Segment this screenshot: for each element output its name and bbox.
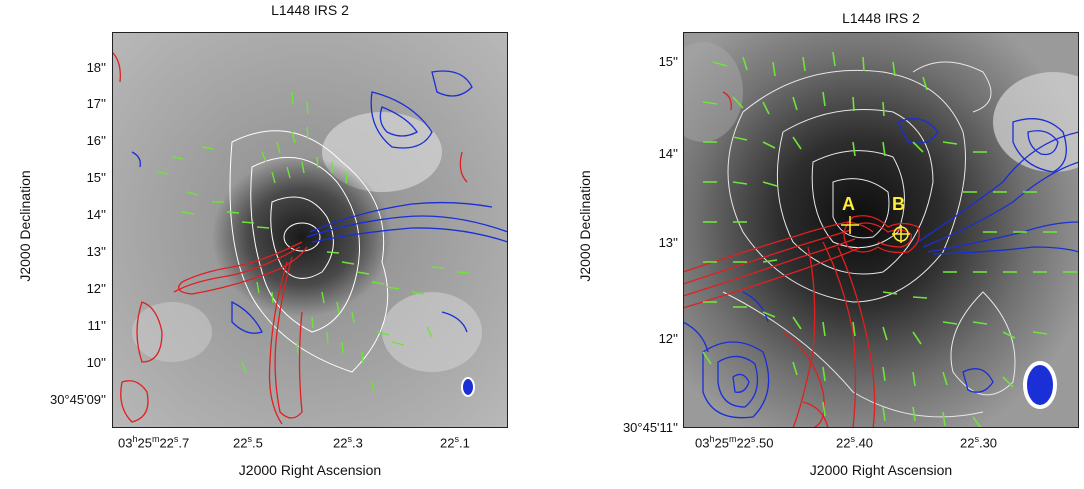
right-red-contours — [683, 91, 920, 428]
left-ytick: 10'' — [86, 355, 106, 370]
left-polarization-vectors — [156, 91, 470, 394]
left-panel-image — [112, 32, 508, 428]
left-ytick: 11'' — [87, 318, 106, 333]
right-stokes-contours — [722, 61, 1016, 418]
left-xtick: 22s.5 — [233, 434, 263, 451]
right-ytick: 12'' — [658, 331, 678, 346]
right-xtick: 03h25m22s.50 — [695, 434, 774, 451]
left-ytick: 14'' — [86, 207, 106, 222]
left-ytick: 15'' — [86, 170, 106, 185]
left-xtick: 22s.1 — [440, 434, 470, 451]
right-ytick: 15'' — [658, 54, 678, 69]
source-markers — [841, 216, 910, 243]
left-panel-title: L1448 IRS 2 — [271, 2, 349, 18]
right-blue-contours — [683, 118, 1079, 419]
right-y-axis-label: J2000 Declination — [577, 170, 593, 282]
right-ytick: 13'' — [658, 235, 678, 250]
left-ytick: 17'' — [86, 96, 106, 111]
left-xtick: 22s.3 — [333, 434, 363, 451]
left-beam — [461, 377, 475, 397]
left-xtick: 03h25m22s.7 — [118, 434, 190, 451]
source-b-label: B — [892, 194, 905, 214]
left-ytick: 13'' — [86, 244, 106, 259]
right-panel-title: L1448 IRS 2 — [842, 10, 920, 26]
right-xtick: 22s.30 — [960, 434, 998, 451]
right-x-axis-label: J2000 Right Ascension — [809, 462, 953, 478]
left-stokes-contours — [229, 130, 389, 373]
right-beam — [1023, 361, 1057, 409]
right-ytick: 14'' — [658, 146, 678, 161]
left-ytick: 16'' — [86, 133, 106, 148]
right-xtick: 22s.40 — [836, 434, 874, 451]
left-y-axis-label: J2000 Declination — [17, 170, 33, 282]
source-a-label: A — [842, 194, 855, 214]
left-ytick: 12'' — [86, 281, 106, 296]
left-x-axis-label: J2000 Right Ascension — [238, 462, 382, 478]
right-ytick: 30°45'11'' — [622, 420, 678, 435]
left-red-contours — [112, 51, 468, 425]
right-polarization-vectors — [702, 51, 1077, 428]
left-blue-contours — [131, 70, 508, 334]
left-ytick: 30°45'09'' — [49, 392, 106, 407]
right-panel-image — [683, 32, 1079, 428]
left-ytick: 18'' — [86, 60, 106, 75]
